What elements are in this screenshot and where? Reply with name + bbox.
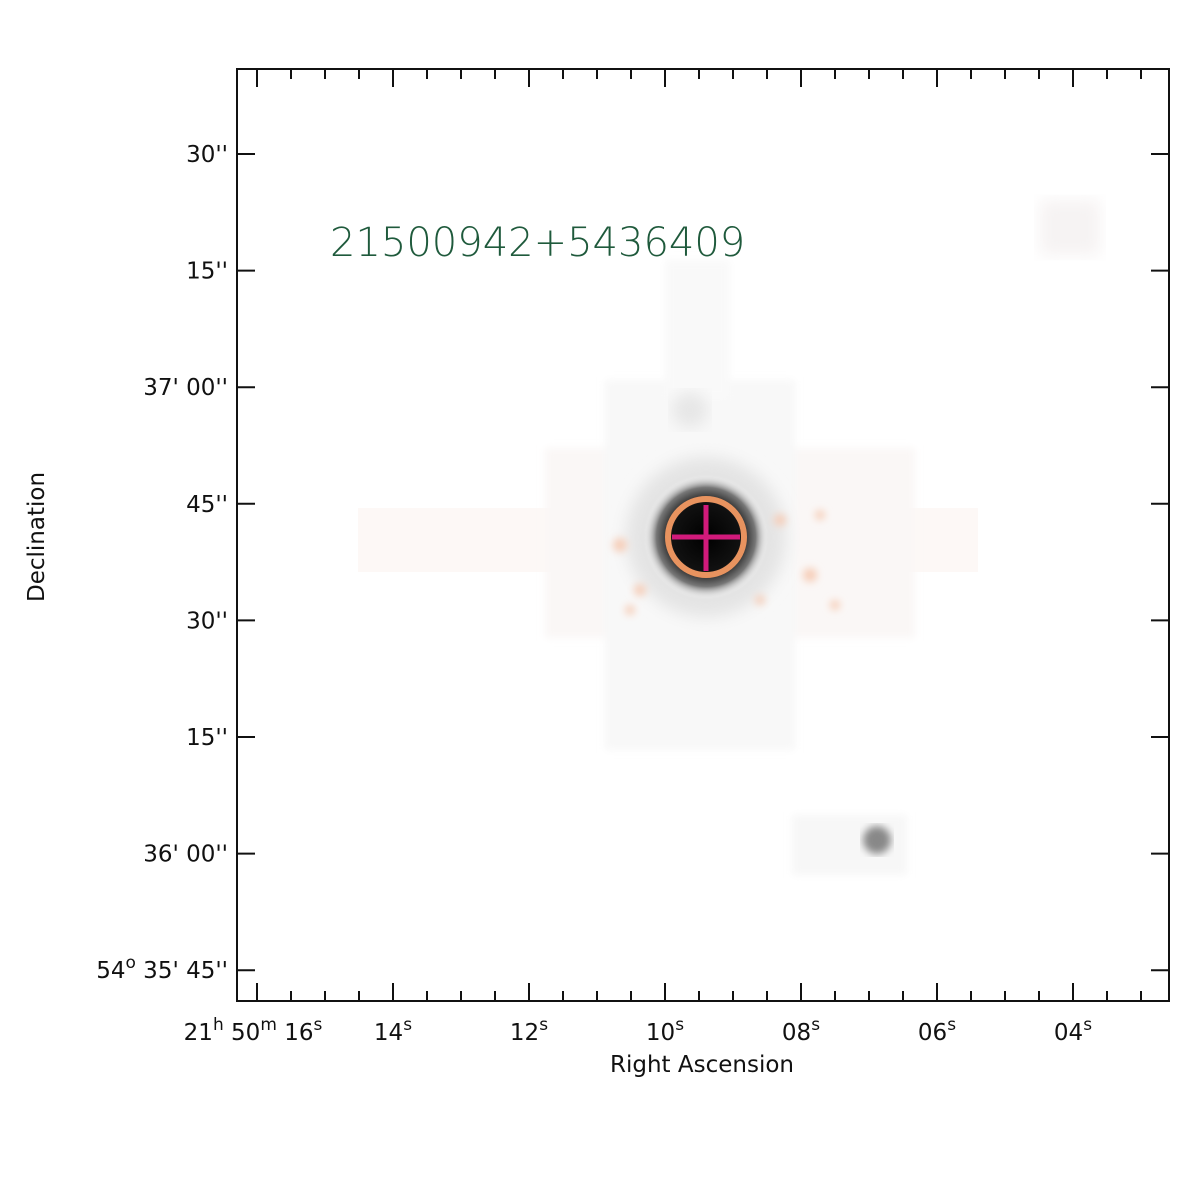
y-tick-label: 30'' <box>186 608 228 634</box>
x-tick-label: 04s​ <box>1054 1015 1092 1046</box>
y-axis-title: Declination <box>24 472 50 602</box>
label-part: 15'' <box>186 725 228 751</box>
label-part: 30'' <box>186 608 228 634</box>
label-part: 50 <box>231 1020 260 1046</box>
label-part: 35' 45'' <box>136 958 228 984</box>
label-part: 36' 00'' <box>143 842 228 868</box>
label-part: 30'' <box>186 142 228 168</box>
y-tick-label: 30'' <box>186 142 228 168</box>
y-tick-label: 37' 00'' <box>143 375 228 401</box>
label-part: 54 <box>96 958 125 984</box>
label-sup: s <box>947 1015 956 1035</box>
label-part: 04 <box>1054 1020 1083 1046</box>
label-sup: s <box>313 1015 322 1035</box>
image-background <box>358 200 1100 875</box>
label-sup: h <box>213 1015 224 1035</box>
y-tick-label: 45'' <box>186 492 228 518</box>
label-part: 12 <box>510 1020 539 1046</box>
x-tick-label: 06s​ <box>918 1015 956 1046</box>
label-sup: s <box>675 1015 684 1035</box>
x-tick-label: 10s​ <box>646 1015 684 1046</box>
y-tick-label: 15'' <box>186 259 228 285</box>
label-sup: s <box>403 1015 412 1035</box>
x-tick-label: 08s​ <box>782 1015 820 1046</box>
label-part: 21 <box>184 1020 213 1046</box>
label-part: 06 <box>918 1020 947 1046</box>
source-label: 21500942+5436409 <box>330 220 745 266</box>
plot-frame <box>236 68 1170 1002</box>
label-part: 14 <box>374 1020 403 1046</box>
tick-marks <box>237 69 1169 1001</box>
x-tick-label: 14s​ <box>374 1015 412 1046</box>
label-part: 08 <box>782 1020 811 1046</box>
y-tick-label: 15'' <box>186 725 228 751</box>
label-part: 16 <box>284 1020 313 1046</box>
y-tick-label: 54o​ 35' 45'' <box>96 953 228 984</box>
y-tick-label: 36' 00'' <box>143 842 228 868</box>
label-sup: m <box>260 1015 277 1035</box>
x-axis-title: Right Ascension <box>610 1052 794 1078</box>
x-tick-label: 21h​ 50m​ 16s​ <box>184 1015 323 1046</box>
label-sup: o <box>125 953 135 973</box>
label-part: 45'' <box>186 492 228 518</box>
label-sup: s <box>1083 1015 1092 1035</box>
x-tick-label: 12s​ <box>510 1015 548 1046</box>
label-sup: s <box>811 1015 820 1035</box>
label-part: 15'' <box>186 259 228 285</box>
label-sup: s <box>539 1015 548 1035</box>
label-part: 37' 00'' <box>143 375 228 401</box>
label-part: 10 <box>646 1020 675 1046</box>
